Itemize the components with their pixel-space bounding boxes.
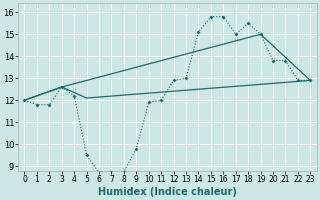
X-axis label: Humidex (Indice chaleur): Humidex (Indice chaleur) xyxy=(98,187,237,197)
